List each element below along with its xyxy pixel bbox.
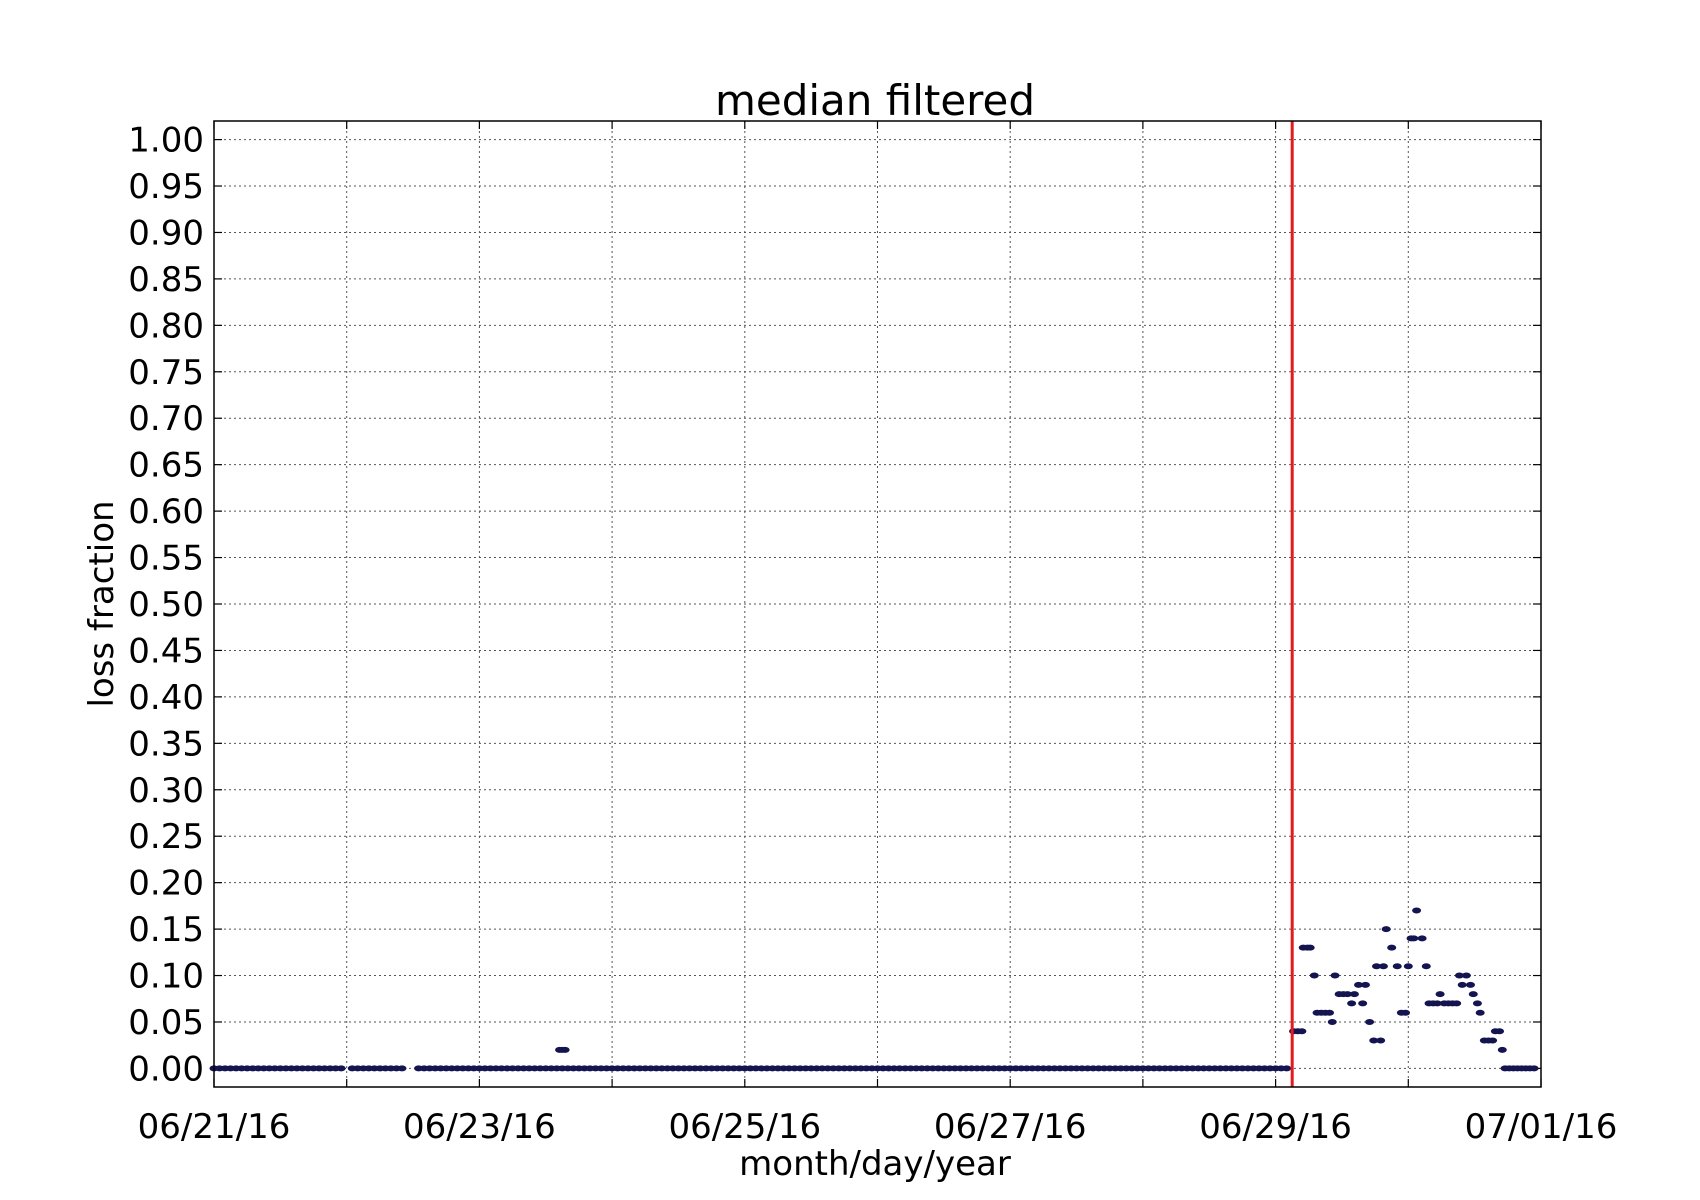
data-point xyxy=(336,1065,346,1072)
y-tick-label: 0.30 xyxy=(128,771,204,811)
x-tick-label: 07/01/16 xyxy=(1465,1107,1618,1147)
data-point xyxy=(1457,981,1467,988)
y-axis-label: loss fraction xyxy=(82,500,122,707)
y-tick-label: 0.90 xyxy=(128,213,204,253)
data-point xyxy=(1369,1037,1379,1044)
data-point xyxy=(1358,1000,1368,1007)
data-point xyxy=(1472,1000,1482,1007)
x-tick-label: 06/27/16 xyxy=(934,1107,1087,1147)
data-point xyxy=(1529,1065,1539,1072)
data-point xyxy=(1392,963,1402,970)
data-point xyxy=(1309,972,1319,979)
y-tick-label: 0.40 xyxy=(128,678,204,718)
y-tick-label: 0.20 xyxy=(128,864,204,904)
data-point xyxy=(1452,1000,1462,1007)
y-tick-label: 1.00 xyxy=(128,121,204,161)
data-point xyxy=(1376,1037,1386,1044)
y-tick-label: 0.15 xyxy=(128,910,204,950)
y-tick-labels: 0.00 0.05 0.10 0.15 0.20 0.25 0.30 0.35 0.40 0.45… xyxy=(128,121,204,1090)
y-tick-label: 0.55 xyxy=(128,539,204,579)
data-point xyxy=(1381,926,1391,933)
y-tick-label: 0.60 xyxy=(128,492,204,532)
y-tick-label: 0.50 xyxy=(128,585,204,625)
data-point xyxy=(1497,1046,1507,1053)
data-point xyxy=(1365,1018,1375,1025)
x-tick-label: 06/29/16 xyxy=(1199,1107,1352,1147)
y-tick-label: 0.95 xyxy=(128,167,204,207)
data-point xyxy=(1327,1018,1337,1025)
y-tick-label: 0.00 xyxy=(128,1049,204,1089)
x-tick-label: 06/23/16 xyxy=(403,1107,556,1147)
data-point xyxy=(1454,972,1464,979)
plot-frame xyxy=(213,120,1542,1088)
y-tick-label: 0.80 xyxy=(128,306,204,346)
data-point xyxy=(1297,1028,1307,1035)
y-tick-label: 0.10 xyxy=(128,957,204,997)
x-tick-label: 06/25/16 xyxy=(668,1107,821,1147)
data-points xyxy=(209,907,1539,1072)
data-point xyxy=(1468,991,1478,998)
data-point xyxy=(1412,907,1422,914)
data-point xyxy=(397,1065,407,1072)
chart-title: median filtered xyxy=(715,76,1035,125)
x-axis-label: month/day/year xyxy=(739,1144,1011,1184)
data-point xyxy=(1461,972,1471,979)
y-tick-label: 0.25 xyxy=(128,817,204,857)
data-point xyxy=(1349,991,1359,998)
data-point xyxy=(1488,1037,1498,1044)
data-point xyxy=(1330,972,1340,979)
data-point xyxy=(1372,963,1382,970)
y-tick-label: 0.70 xyxy=(128,399,204,439)
x-tick-labels: 06/21/16 06/23/16 06/25/16 06/27/16 06/29/16… xyxy=(138,1107,1618,1147)
data-point xyxy=(1360,981,1370,988)
data-point xyxy=(1409,935,1419,942)
y-tick-label: 0.85 xyxy=(128,260,204,300)
data-point xyxy=(1401,1009,1411,1016)
data-point xyxy=(1282,1065,1292,1072)
y-tick-label: 0.75 xyxy=(128,353,204,393)
data-point xyxy=(1421,963,1431,970)
data-point xyxy=(1378,963,1388,970)
grid-lines xyxy=(213,121,1542,1087)
x-tick-label: 06/21/16 xyxy=(138,1107,291,1147)
data-point xyxy=(1475,1009,1485,1016)
y-tick-label: 0.65 xyxy=(128,446,204,486)
y-tick-label: 0.35 xyxy=(128,724,204,764)
data-point xyxy=(1417,935,1427,942)
data-point xyxy=(1432,1000,1442,1007)
data-point xyxy=(1466,981,1476,988)
data-point xyxy=(1342,991,1352,998)
data-point xyxy=(1403,963,1413,970)
y-tick-label: 0.45 xyxy=(128,631,204,671)
data-point xyxy=(1387,944,1397,951)
data-point xyxy=(1435,991,1445,998)
data-point xyxy=(1325,1009,1335,1016)
data-point xyxy=(1347,1000,1357,1007)
data-point xyxy=(1305,944,1315,951)
y-tick-label: 0.05 xyxy=(128,1003,204,1043)
data-point xyxy=(1354,981,1364,988)
data-point xyxy=(1495,1028,1505,1035)
data-point xyxy=(560,1046,570,1053)
